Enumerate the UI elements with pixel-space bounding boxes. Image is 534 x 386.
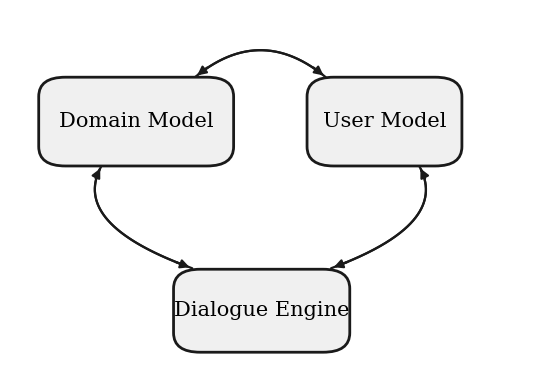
- Text: Dialogue Engine: Dialogue Engine: [174, 301, 349, 320]
- Text: User Model: User Model: [323, 112, 446, 131]
- FancyBboxPatch shape: [174, 269, 350, 352]
- Text: Domain Model: Domain Model: [59, 112, 214, 131]
- FancyBboxPatch shape: [39, 77, 234, 166]
- FancyBboxPatch shape: [307, 77, 462, 166]
